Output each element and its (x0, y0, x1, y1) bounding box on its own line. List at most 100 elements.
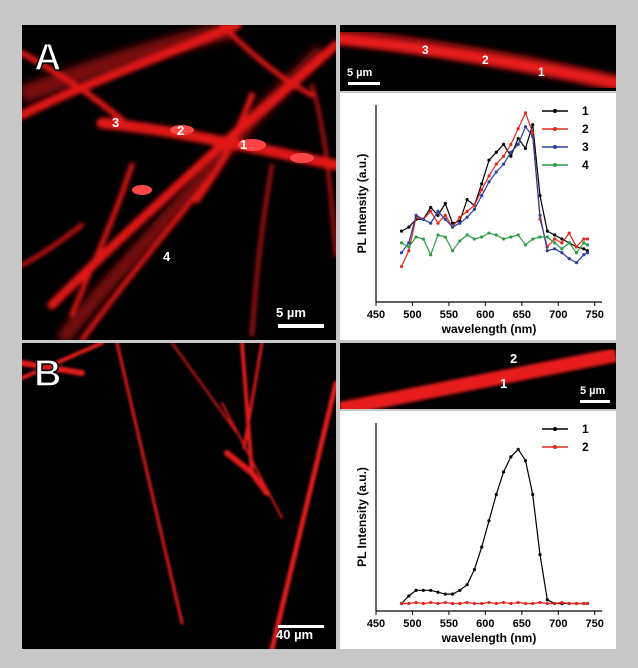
series-1-point (516, 447, 520, 451)
series-2-point (480, 188, 484, 192)
series-1-point (538, 194, 542, 198)
series-1-point (465, 197, 469, 202)
series-1-point (545, 229, 549, 233)
series-4-point (531, 237, 535, 241)
series-2-point (560, 600, 564, 605)
series-3-point (509, 150, 513, 154)
legend-2-marker (553, 445, 557, 449)
x-tick-label: 700 (549, 618, 567, 630)
series-1-point (450, 592, 455, 596)
series-1-point (429, 205, 433, 210)
series-2-point (458, 601, 462, 606)
x-tick-label: 650 (513, 309, 531, 321)
series-3-point (421, 217, 425, 221)
series-2-point (531, 601, 535, 606)
series-1-point (516, 136, 520, 141)
series-4-point (560, 247, 564, 251)
y-axis-label: PL Intensity (a.u.) (355, 154, 369, 254)
x-tick-label: 450 (367, 309, 385, 321)
series-4-point (567, 241, 571, 245)
series-2-point (574, 245, 579, 249)
series-1-line (401, 448, 588, 605)
series-4-point (553, 241, 557, 245)
series-3-point (560, 251, 564, 255)
series-2-point (465, 600, 469, 605)
series-2-point (399, 264, 404, 269)
legend-4-label: 4 (582, 158, 589, 172)
series-1-point (531, 123, 535, 127)
legend-2-label: 2 (582, 122, 589, 136)
series-2-point (443, 213, 447, 217)
series-1-point (429, 588, 433, 592)
series-2-point (560, 241, 564, 245)
spectrum-chart-b: 450 500 550 600 650 700 750 wavelength (nm) PL I… (355, 422, 604, 645)
inset-scale-bar-label: 5 µm (580, 385, 606, 397)
series-2-point (494, 601, 498, 606)
series-2-point (531, 130, 535, 135)
series-1-point (509, 154, 513, 158)
series-2-point (523, 111, 528, 115)
inset-point-label-2: 2 (510, 351, 518, 366)
series-1-point (494, 492, 498, 497)
series-2-point (538, 600, 542, 605)
series-1-point (538, 553, 542, 557)
series-4-point (545, 235, 549, 239)
series-3-point (480, 194, 484, 198)
series-1-point (443, 201, 447, 206)
series-2-point (429, 209, 433, 213)
series-2-point (399, 601, 404, 606)
series-1-point (487, 158, 491, 162)
y-axis-label: PL Intensity (a.u.) (355, 467, 369, 567)
series-2-point (553, 237, 557, 241)
series-1-line (401, 124, 588, 252)
x-tick-label: 450 (367, 618, 385, 630)
panel-b-micrograph: B 40 µm (22, 343, 336, 649)
series-1-point (560, 237, 564, 241)
x-axis-label: wavelength (nm) (441, 631, 537, 645)
series-2-point (414, 600, 418, 605)
x-tick-label: 750 (586, 309, 604, 321)
series-1-point (480, 545, 484, 549)
series-4-point (472, 237, 477, 241)
series-1-point (480, 182, 484, 186)
legend-1-marker (553, 427, 557, 431)
panel-b-spectrum-plot: 450 500 550 600 650 700 750 wavelength (nm) PL I… (340, 411, 616, 649)
point-label-3: 3 (112, 115, 120, 130)
x-tick-label: 500 (403, 618, 421, 630)
series-2-point (585, 601, 590, 606)
series-3-point (582, 253, 586, 257)
series-3-point (574, 261, 579, 265)
spectrum-chart-a: 450 500 550 600 650 700 750 wavelength (nm) PL I… (355, 104, 604, 336)
series-1-point (501, 470, 506, 474)
series-1-point (458, 588, 462, 592)
series-4-point (414, 235, 418, 239)
series-2-point (487, 600, 491, 605)
series-2-point (429, 600, 433, 605)
series-2-line (400, 111, 588, 267)
series-1-point (523, 459, 528, 463)
inset-scale-bar-label: 5 µm (347, 67, 373, 79)
series-2-point (407, 601, 411, 606)
series-3-point (585, 251, 590, 255)
legend-3-label: 3 (582, 140, 589, 154)
series-2-point (450, 601, 455, 606)
series-3-point (545, 249, 549, 253)
series-1-point (472, 568, 477, 572)
series-2-point (472, 601, 477, 606)
point-label-1: 1 (240, 137, 248, 152)
series-1-point (465, 583, 469, 587)
series-3-point (465, 215, 469, 219)
x-tick-label: 600 (476, 618, 494, 630)
legend-1-label: 1 (582, 422, 589, 436)
series-3-point (443, 217, 447, 221)
series-2-point (465, 209, 469, 213)
series-1-point (399, 229, 404, 233)
series-3-point (407, 241, 411, 245)
series-2-point (509, 142, 513, 146)
series-4-point (465, 233, 469, 237)
panel-a-micrograph: A 3 2 1 4 5 µm (22, 25, 336, 340)
series-3-point (429, 221, 433, 225)
series-3-point (414, 213, 418, 217)
series-4-point (421, 237, 425, 241)
panel-a-fibers (22, 25, 336, 340)
